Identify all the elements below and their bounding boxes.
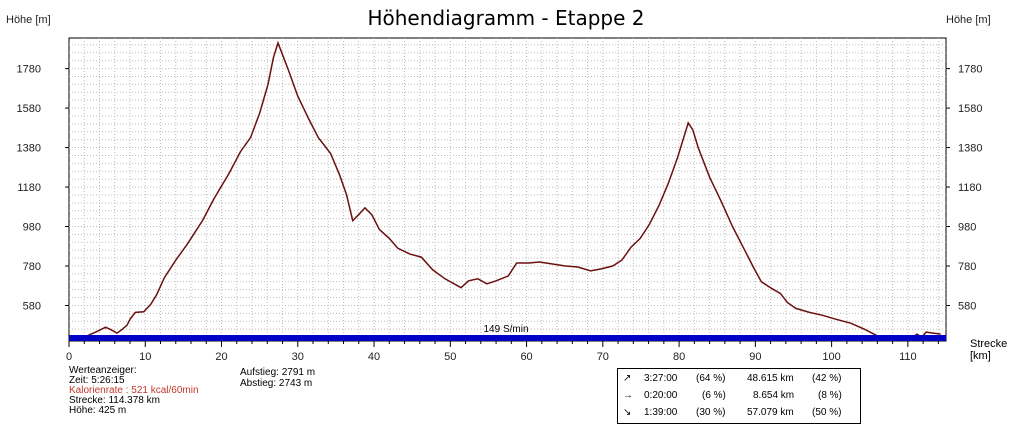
x-axis-label-line2: [km]	[970, 350, 991, 362]
x-tick-label: 100	[822, 351, 840, 363]
stats-row-descent: ↘ 1:39:00 (30 %) 57.079 km (50 %)	[618, 404, 858, 420]
y-tick-label-right: 580	[958, 300, 976, 312]
stats-time: 3:27:00	[644, 373, 678, 384]
x-axis: 0 10 20 30 40 50 60 70 80 90 100 110	[66, 341, 939, 363]
stats-time-percent: (30 %)	[696, 407, 726, 418]
x-tick-label: 10	[139, 351, 151, 363]
x-tick-label: 90	[749, 351, 761, 363]
speed-label: 149 S/min	[483, 324, 528, 335]
y-axis-label-left: Höhe [m]	[6, 14, 51, 26]
elevation-series-line	[83, 40, 941, 339]
y-axis: 580 580 780 780 980 980 1180 1180 1380 1380 1580 15…	[17, 64, 983, 313]
y-tick-label-right: 980	[958, 222, 976, 234]
x-tick-label: 110	[899, 351, 917, 363]
distance-value: Strecke: 114.378 km	[69, 395, 160, 406]
ascent-value: Aufstieg: 2791 m	[240, 367, 316, 378]
grid-lines	[69, 38, 946, 341]
y-tick-label-left: 1380	[17, 143, 41, 155]
stats-row-ascent: ↗ 3:27:00 (64 %) 48.615 km (42 %)	[618, 370, 858, 386]
y-tick-label-left: 980	[23, 222, 41, 234]
y-tick-label-right: 780	[958, 261, 976, 273]
y-tick-label-right: 1180	[958, 182, 982, 194]
x-axis-label-line1: Strecke	[970, 338, 1008, 350]
y-tick-label-right: 1380	[958, 143, 982, 155]
y-axis-label-right: Höhe [m]	[946, 14, 991, 26]
plot-area	[68, 37, 947, 342]
stats-time-percent: (64 %)	[696, 373, 726, 384]
x-tick-label: 80	[673, 351, 685, 363]
time-value: Zeit: 5:26:15	[69, 375, 125, 386]
y-tick-label-left: 780	[23, 261, 41, 273]
trend-flat-icon: →	[623, 390, 633, 401]
stats-time: 1:39:00	[644, 407, 678, 418]
climb-summary: Aufstieg: 2791 m Abstieg: 2743 m	[240, 367, 315, 389]
x-tick-label: 50	[444, 351, 456, 363]
stats-distance-percent: (50 %)	[812, 407, 842, 418]
elevation-chart: Höhendiagramm - Etappe 2 580 580 780 780 980…	[17, 6, 983, 363]
stats-distance: 8.654 km	[753, 390, 795, 401]
y-tick-label-left: 1180	[17, 182, 41, 194]
x-tick-label: 30	[292, 351, 304, 363]
y-tick-label-left: 1580	[17, 103, 41, 115]
stats-distance: 57.079 km	[747, 407, 794, 418]
x-tick-label: 60	[520, 351, 532, 363]
chart-title: Höhendiagramm - Etappe 2	[367, 6, 644, 30]
value-display-heading: Werteanzeiger:	[69, 365, 137, 376]
stats-time-percent: (6 %)	[702, 390, 726, 401]
trend-down-icon: ↘	[623, 407, 632, 418]
stats-distance-percent: (8 %)	[818, 390, 842, 401]
speed-bar	[69, 335, 946, 341]
x-tick-label: 70	[597, 351, 609, 363]
y-tick-label-right: 1780	[958, 64, 982, 76]
value-display: Werteanzeiger: Zeit: 5:26:15 Kalorienrat…	[69, 366, 199, 416]
descent-value: Abstieg: 2743 m	[240, 378, 313, 389]
stats-time: 0:20:00	[644, 390, 678, 401]
x-axis-label: Strecke [km]	[970, 338, 1007, 362]
trend-up-icon: ↗	[623, 373, 632, 384]
calorie-rate: Kalorienrate : 521 kcal/60min	[69, 385, 199, 396]
y-tick-label-left: 1780	[17, 64, 41, 76]
gradient-stats-table: ↗ 3:27:00 (64 %) 48.615 km (42 %) → 0:20…	[617, 368, 861, 424]
x-tick-label: 40	[368, 351, 380, 363]
x-tick-label: 0	[66, 351, 72, 363]
height-value: Höhe: 425 m	[69, 405, 127, 416]
stats-distance-percent: (42 %)	[812, 373, 842, 384]
x-tick-label: 20	[215, 351, 227, 363]
stats-row-flat: → 0:20:00 (6 %) 8.654 km (8 %)	[618, 387, 858, 403]
y-tick-label-right: 1580	[958, 103, 982, 115]
stats-distance: 48.615 km	[747, 373, 794, 384]
y-tick-label-left: 580	[23, 300, 41, 312]
